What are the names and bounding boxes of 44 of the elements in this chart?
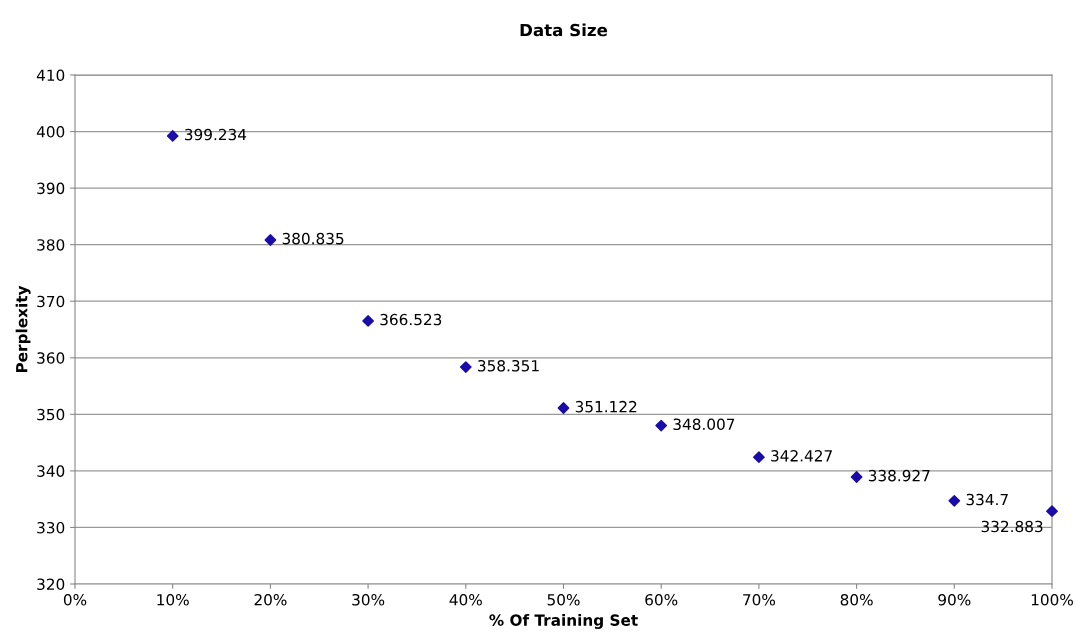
- data-label: 358.351: [478, 359, 539, 372]
- y-tick-label: 340: [37, 465, 65, 477]
- data-label: 338.927: [868, 469, 930, 482]
- x-tick-label: 70%: [743, 593, 776, 606]
- x-tick-label: 90%: [938, 593, 971, 606]
- x-tick-label: 80%: [840, 593, 873, 606]
- data-label: 399.234: [184, 128, 247, 141]
- data-label: 334.7: [966, 493, 1008, 506]
- x-tick-label: 100%: [1031, 593, 1073, 606]
- point: [264, 234, 277, 246]
- y-tick-label: 360: [37, 352, 65, 364]
- point: [753, 451, 765, 464]
- y-tick-label: 390: [37, 182, 65, 195]
- point: [850, 471, 863, 483]
- x-tick-label: 40%: [449, 593, 482, 606]
- x-axis-title: % Of Training Set: [489, 614, 638, 629]
- data-label: 332.883: [981, 520, 1043, 533]
- data-label: 351.122: [575, 400, 637, 413]
- x-tick-label: 10%: [157, 593, 189, 606]
- point: [655, 419, 668, 432]
- chart-title: Data Size: [520, 23, 608, 37]
- data-label: 380.835: [282, 232, 344, 245]
- y-tick-label: 330: [37, 521, 65, 534]
- x-tick-label: 50%: [547, 593, 580, 606]
- y-tick-label: 370: [37, 295, 65, 308]
- x-tick-label: 30%: [352, 593, 385, 606]
- x-tick-label: 0%: [63, 593, 87, 606]
- y-tick-label: 400: [36, 126, 65, 138]
- data-label: 348.007: [673, 418, 735, 431]
- y-tick-label: 410: [36, 69, 65, 82]
- point: [1046, 505, 1058, 518]
- point: [948, 494, 961, 507]
- data-label: 366.523: [380, 313, 442, 326]
- x-tick-label: 60%: [645, 593, 678, 606]
- y-axis-title: Perplexity: [15, 285, 31, 373]
- point: [166, 129, 179, 142]
- x-tick-label: 20%: [254, 593, 287, 606]
- y-tick-label: 320: [37, 578, 65, 591]
- data-label: 342.427: [771, 450, 832, 462]
- y-tick-label: 380: [37, 239, 65, 251]
- point: [557, 402, 570, 414]
- point: [362, 314, 374, 327]
- point: [459, 361, 472, 373]
- y-tick-label: 350: [37, 408, 65, 421]
